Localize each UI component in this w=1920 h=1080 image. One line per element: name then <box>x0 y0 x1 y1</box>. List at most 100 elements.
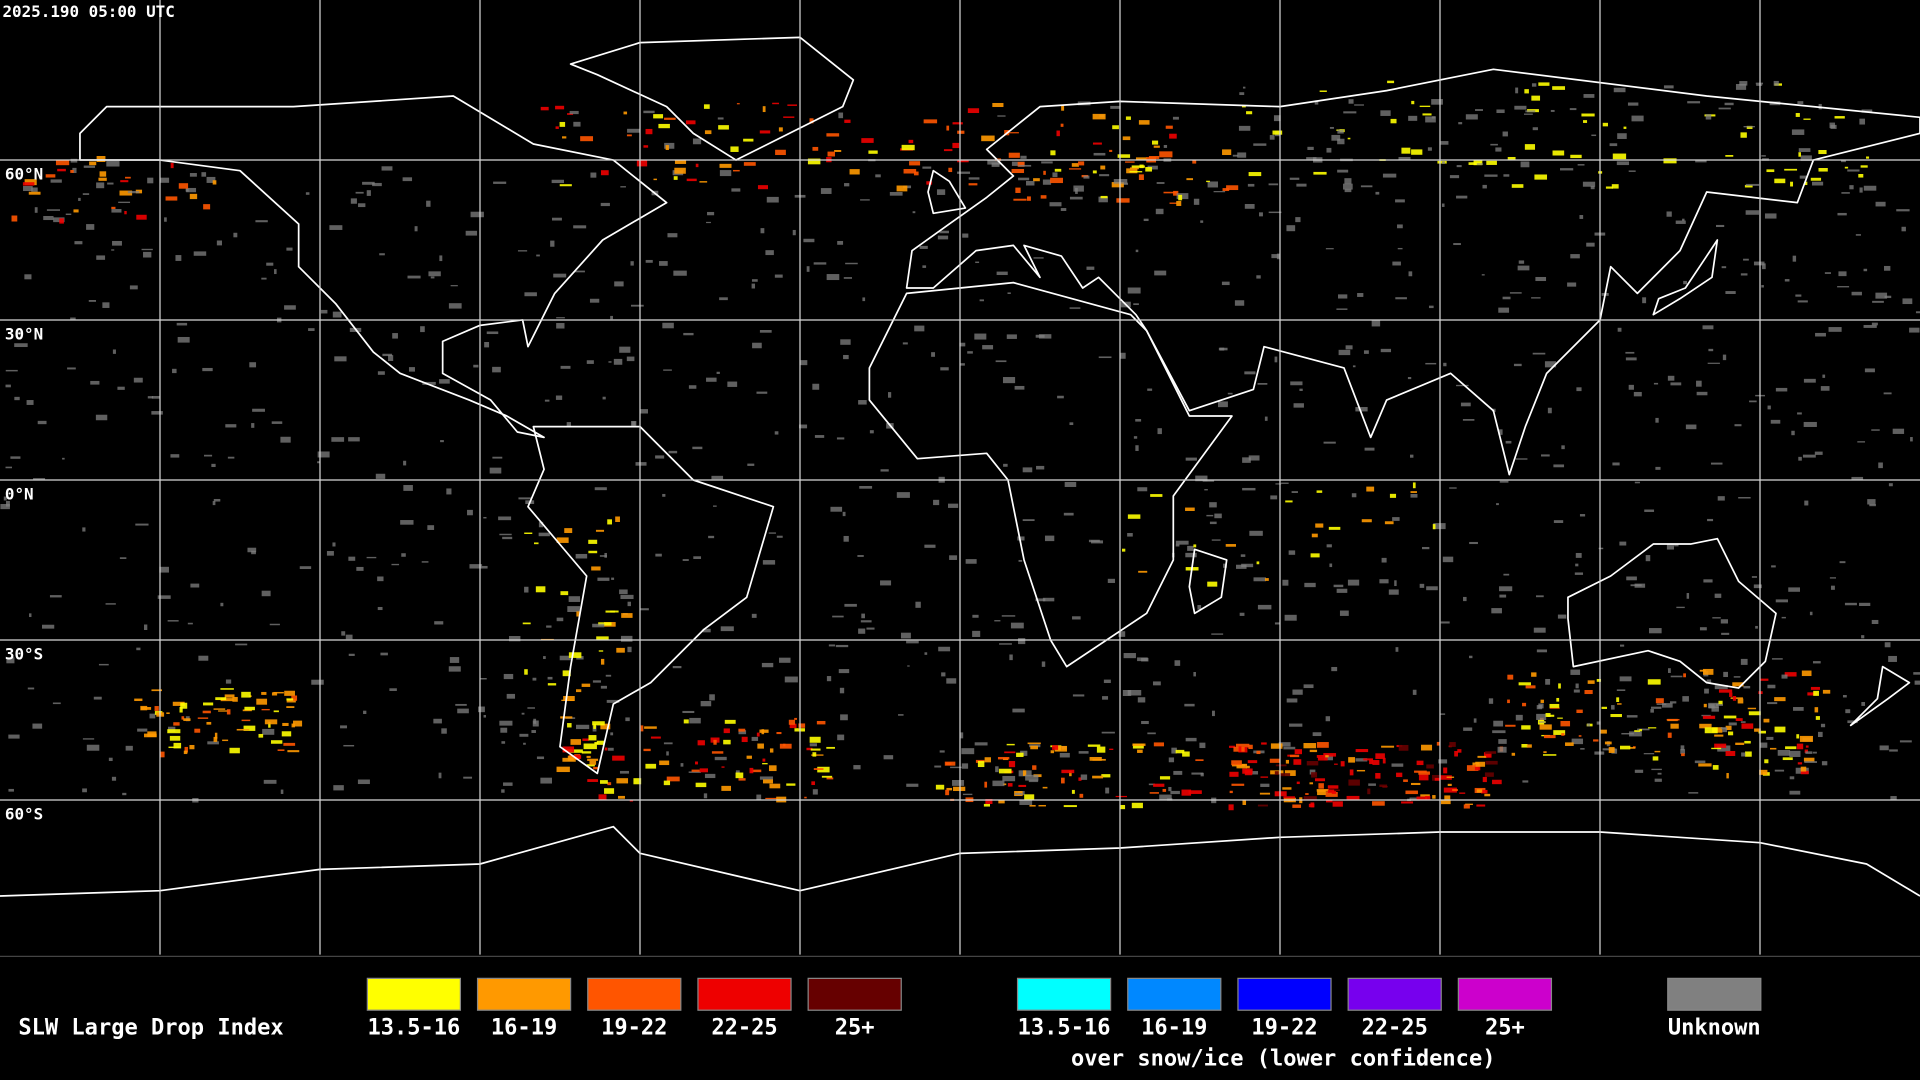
cloud-pixel <box>1269 758 1280 763</box>
cloud-pixel <box>1176 200 1182 206</box>
cloud-pixel <box>559 655 571 661</box>
cloud-pixel <box>706 377 717 382</box>
cloud-pixel <box>1416 796 1428 800</box>
cloud-pixel <box>5 384 11 388</box>
cloud-pixel <box>1801 670 1812 677</box>
cloud-pixel <box>1061 769 1075 774</box>
cloud-pixel <box>1038 804 1046 807</box>
cloud-pixel <box>1899 740 1912 743</box>
cloud-pixel <box>235 643 248 646</box>
cloud-pixel <box>1498 739 1507 744</box>
cloud-pixel <box>194 728 201 733</box>
cloud-pixel <box>1175 544 1180 547</box>
cloud-pixel <box>1148 156 1160 159</box>
cloud-pixel <box>1788 587 1800 592</box>
cloud-pixel <box>992 102 1004 108</box>
cloud-pixel <box>574 270 585 273</box>
cloud-pixel <box>483 714 486 718</box>
cloud-pixel <box>683 719 689 724</box>
cloud-pixel <box>621 613 633 618</box>
cloud-pixel <box>1412 482 1416 489</box>
cloud-pixel <box>1860 165 1868 168</box>
cloud-pixel <box>751 613 757 618</box>
cloud-pixel <box>563 696 575 702</box>
cloud-pixel <box>908 139 914 144</box>
cloud-pixel <box>380 652 388 656</box>
cloud-pixel <box>166 712 170 714</box>
cloud-pixel <box>1505 440 1512 444</box>
cloud-pixel <box>1818 168 1828 172</box>
cloud-pixel <box>1616 689 1626 691</box>
cloud-pixel <box>1725 725 1732 731</box>
cloud-pixel <box>1643 753 1655 755</box>
cloud-pixel <box>1662 703 1673 708</box>
cloud-pixel <box>1889 749 1898 752</box>
cloud-pixel <box>1337 169 1349 173</box>
cloud-pixel <box>249 362 257 368</box>
cloud-pixel <box>1465 803 1473 805</box>
cloud-pixel <box>1681 753 1685 757</box>
cloud-pixel <box>1601 706 1608 709</box>
cloud-pixel <box>1611 705 1615 710</box>
cloud-pixel <box>170 454 180 458</box>
cloud-pixel <box>517 250 528 252</box>
cloud-pixel <box>1035 334 1045 338</box>
cloud-pixel <box>1256 275 1261 279</box>
cloud-pixel <box>204 454 213 457</box>
cloud-pixel <box>1231 760 1242 766</box>
cloud-pixel <box>1705 114 1712 120</box>
latitude-label: 30°N <box>5 325 43 344</box>
cloud-pixel <box>160 751 165 758</box>
cloud-pixel <box>697 740 705 746</box>
cloud-pixel <box>762 762 768 765</box>
cloud-pixel <box>263 779 277 784</box>
cloud-pixel <box>843 277 852 279</box>
cloud-pixel <box>1168 757 1175 763</box>
cloud-pixel <box>568 596 581 602</box>
cloud-pixel <box>1012 708 1025 713</box>
cloud-pixel <box>1498 429 1503 435</box>
cloud-pixel <box>1043 170 1046 175</box>
cloud-pixel <box>1387 80 1395 84</box>
cloud-pixel <box>573 225 587 229</box>
cloud-pixel <box>1485 754 1491 758</box>
cloud-pixel <box>177 336 190 343</box>
cloud-pixel <box>1556 697 1560 702</box>
cloud-pixel <box>1246 765 1250 769</box>
cloud-pixel <box>1426 764 1434 769</box>
cloud-pixel <box>1325 792 1338 797</box>
cloud-pixel <box>1475 761 1486 767</box>
cloud-pixel <box>810 748 821 751</box>
cloud-pixel <box>704 773 716 779</box>
cloud-pixel <box>1102 696 1109 700</box>
cloud-pixel <box>1818 731 1823 738</box>
cloud-pixel <box>596 636 609 641</box>
cloud-pixel <box>786 783 796 786</box>
cloud-pixel <box>1283 746 1296 750</box>
cloud-pixel <box>1282 579 1289 586</box>
cloud-pixel <box>811 781 816 786</box>
cloud-pixel <box>546 625 552 628</box>
cloud-pixel <box>1485 751 1497 754</box>
cloud-pixel <box>473 364 479 368</box>
cloud-pixel <box>53 217 65 223</box>
cloud-pixel <box>765 250 774 256</box>
cloud-pixel <box>600 658 605 665</box>
cloud-pixel <box>995 766 999 773</box>
cloud-pixel <box>348 437 360 442</box>
cloud-pixel <box>1531 672 1537 677</box>
cloud-pixel <box>1061 105 1065 111</box>
cloud-pixel <box>1755 625 1758 629</box>
cloud-pixel <box>598 794 607 801</box>
cloud-pixel <box>608 361 612 363</box>
cloud-pixel <box>178 183 189 189</box>
cloud-pixel <box>1578 735 1582 737</box>
cloud-pixel <box>1122 548 1126 552</box>
cloud-pixel <box>5 466 12 469</box>
cloud-pixel <box>1718 700 1723 705</box>
cloud-pixel <box>761 729 765 735</box>
cloud-pixel <box>1213 191 1226 193</box>
cloud-pixel <box>1432 524 1436 530</box>
cloud-pixel <box>506 693 516 699</box>
cloud-pixel <box>111 249 115 251</box>
